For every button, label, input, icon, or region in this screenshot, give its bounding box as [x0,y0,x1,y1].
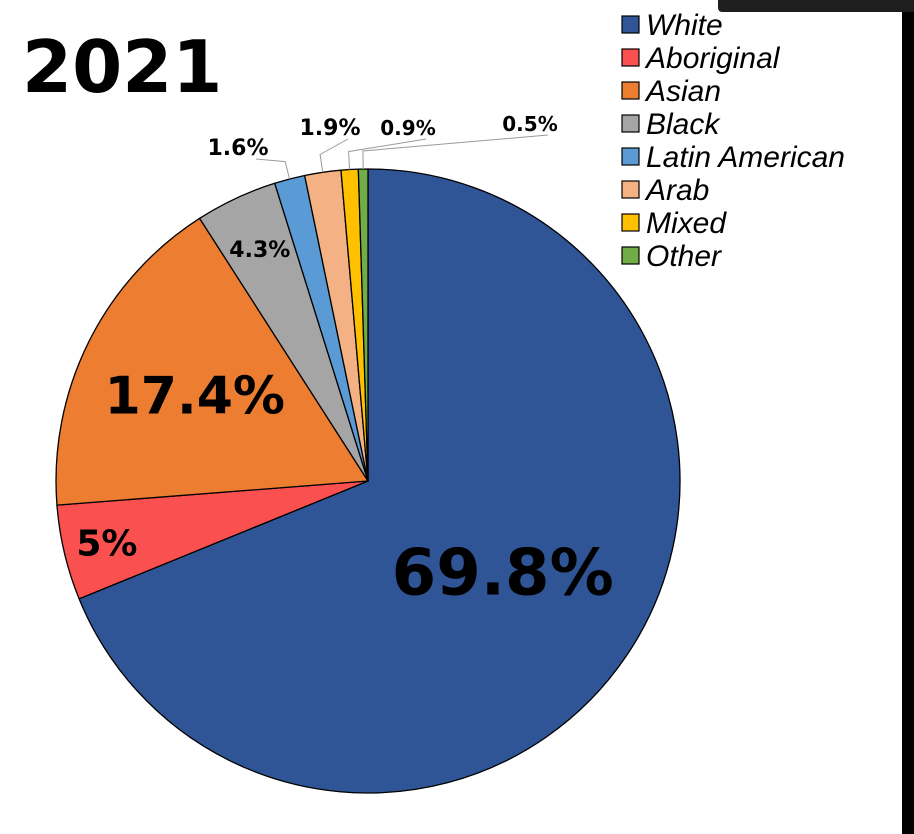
legend-swatch-arab [621,180,640,199]
leader-line-arab [319,138,349,173]
leader-line-other [362,134,549,170]
data-label-black: 4.3% [229,238,290,263]
legend-swatch-black [621,114,640,133]
data-label-other: 0.5% [502,112,557,136]
legend-swatch-other [621,246,640,265]
data-label-aboriginal: 5% [76,524,137,565]
slice-asian [55,217,369,506]
leader-lines [255,134,549,180]
legend-swatch-aboriginal [621,48,640,67]
legend-label-black: Black [646,108,721,141]
data-labels: 69.8% 5% 17.4% 4.3% 1.6% 1.9% 0.9% 0.5% [76,112,613,611]
legend-swatch-white [621,15,640,34]
pie-slices [55,168,681,794]
legend-swatch-latin-american [621,147,640,166]
data-label-mixed: 0.9% [380,116,435,140]
legend-label-white: White [646,9,723,42]
leader-line-mixed [348,138,427,170]
legend-label-other: Other [646,240,722,273]
legend-label-mixed: Mixed [646,207,727,240]
slice-white [78,168,681,794]
data-label-white: 69.8% [392,537,614,611]
legend-label-latin-american: Latin American [646,141,845,174]
legend-label-aboriginal: Aboriginal [644,42,781,75]
data-label-latin-american: 1.6% [207,136,268,161]
slice-other [357,168,369,482]
data-label-asian: 17.4% [105,367,285,427]
legend-label-arab: Arab [644,174,709,207]
chart-title: 2021 [22,25,222,109]
legend-label-asian: Asian [644,75,721,108]
legend-swatch-mixed [621,213,640,232]
window-top-bar [718,0,914,12]
data-label-arab: 1.9% [299,116,360,141]
leader-line-latin-american [255,158,291,180]
legend-swatch-asian [621,81,640,100]
